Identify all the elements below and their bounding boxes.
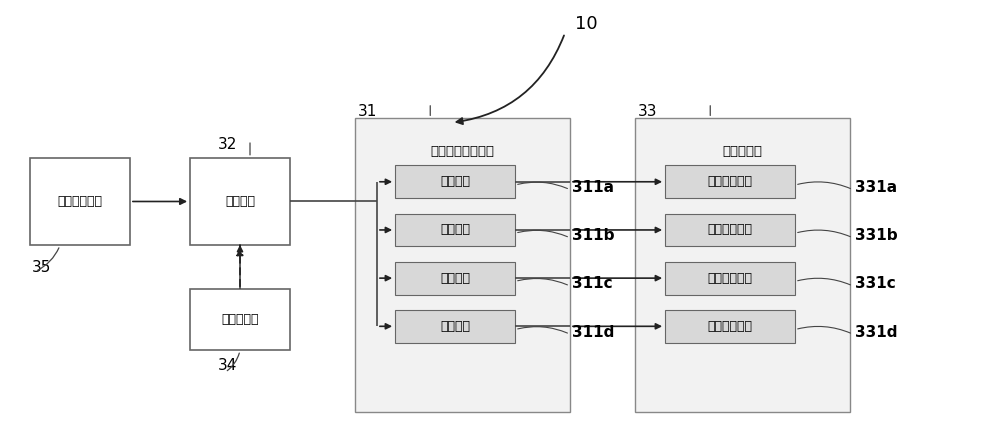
Text: 33: 33: [638, 104, 658, 119]
Text: 34: 34: [218, 358, 237, 373]
Text: 10: 10: [575, 15, 598, 33]
Bar: [190, 158, 290, 245]
Text: 多路选择切换电路: 多路选择切换电路: [430, 145, 494, 158]
Bar: [395, 214, 515, 246]
Text: 311a: 311a: [572, 180, 614, 195]
Text: 切换开关: 切换开关: [440, 175, 470, 188]
Text: 331a: 331a: [855, 180, 897, 195]
Text: 331c: 331c: [855, 276, 896, 291]
Text: 32: 32: [218, 137, 237, 152]
Text: 切换开关: 切换开关: [440, 272, 470, 285]
Text: 靶机运动模块: 靶机运动模块: [708, 320, 753, 333]
Bar: [395, 262, 515, 295]
Bar: [190, 289, 290, 350]
Text: 311c: 311c: [572, 276, 613, 291]
Text: 切换开关: 切换开关: [440, 223, 470, 237]
Text: 主控电路: 主控电路: [225, 195, 255, 208]
Bar: [395, 310, 515, 343]
Bar: [665, 262, 795, 295]
Text: 311b: 311b: [572, 228, 614, 243]
Bar: [665, 166, 795, 198]
Bar: [665, 310, 795, 343]
Text: 运动控制器: 运动控制器: [722, 145, 763, 158]
Text: 靶机运动模块: 靶机运动模块: [708, 272, 753, 285]
Text: 35: 35: [32, 260, 51, 275]
Text: 靶机运动模块: 靶机运动模块: [708, 175, 753, 188]
Text: 手动输入装置: 手动输入装置: [58, 195, 103, 208]
Bar: [635, 118, 850, 412]
Text: 331b: 331b: [855, 228, 898, 243]
Text: 靶机运动模块: 靶机运动模块: [708, 223, 753, 237]
Bar: [30, 158, 130, 245]
Bar: [395, 166, 515, 198]
Text: 31: 31: [358, 104, 377, 119]
Text: 331d: 331d: [855, 325, 898, 339]
Bar: [665, 214, 795, 246]
Text: 切换开关: 切换开关: [440, 320, 470, 333]
Bar: [355, 118, 570, 412]
Text: 无线接收器: 无线接收器: [221, 313, 259, 326]
Text: 311d: 311d: [572, 325, 614, 339]
